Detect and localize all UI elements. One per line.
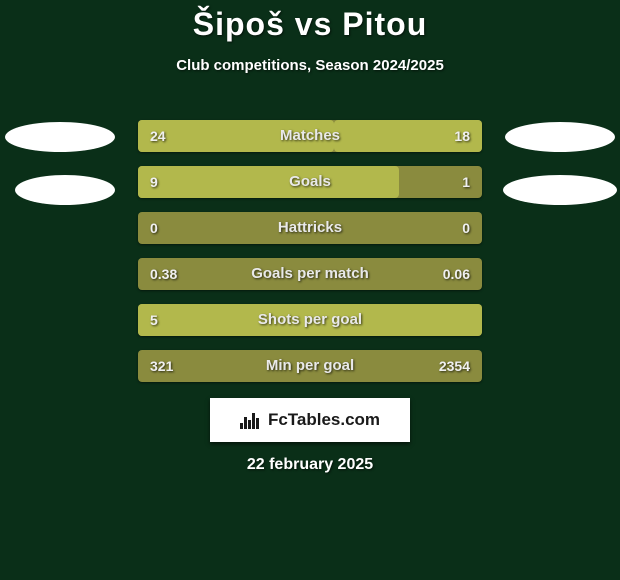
- footer-date: 22 february 2025: [0, 456, 620, 474]
- stat-label: Min per goal: [138, 350, 482, 382]
- team-logo-right-2: [503, 175, 617, 205]
- bar-chart-icon: [240, 411, 262, 429]
- stat-bars: 2418Matches 91Goals 00Hattricks 0.380.06Goa…: [138, 120, 482, 396]
- team-logo-right-1: [505, 122, 615, 152]
- stat-row: 5Shots per goal: [138, 304, 482, 336]
- stat-label: Shots per goal: [138, 304, 482, 336]
- page-title: Šipoš vs Pitou: [0, 6, 620, 43]
- team-logo-left-2: [15, 175, 115, 205]
- brand-box[interactable]: FcTables.com: [210, 398, 410, 442]
- page-subtitle: Club competitions, Season 2024/2025: [0, 57, 620, 74]
- stat-label: Hattricks: [138, 212, 482, 244]
- stat-row: 0.380.06Goals per match: [138, 258, 482, 290]
- stat-row: 00Hattricks: [138, 212, 482, 244]
- header: Šipoš vs Pitou Club competitions, Season…: [0, 0, 620, 74]
- stat-row: 2418Matches: [138, 120, 482, 152]
- stat-row: 91Goals: [138, 166, 482, 198]
- team-logo-left-1: [5, 122, 115, 152]
- stat-label: Goals per match: [138, 258, 482, 290]
- stat-label: Goals: [138, 166, 482, 198]
- brand-inner: FcTables.com: [240, 410, 380, 430]
- brand-text: FcTables.com: [268, 410, 380, 430]
- stat-label: Matches: [138, 120, 482, 152]
- stat-row: 3212354Min per goal: [138, 350, 482, 382]
